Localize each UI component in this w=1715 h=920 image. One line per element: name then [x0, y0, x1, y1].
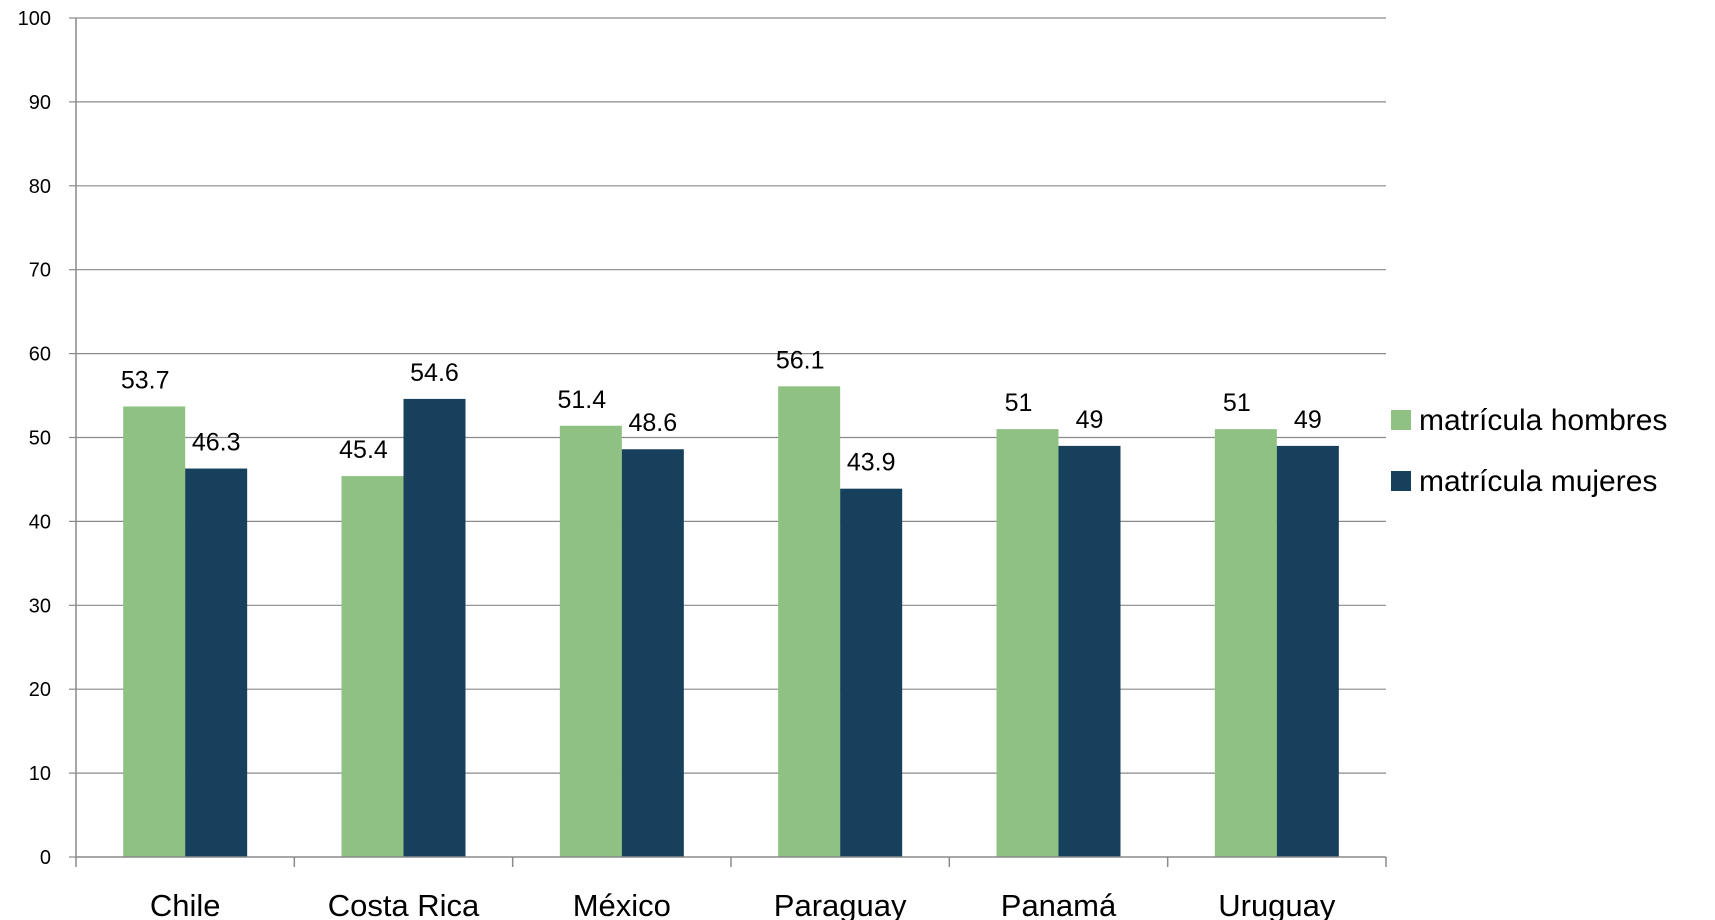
legend: matrícula hombres matrícula mujeres [1391, 404, 1667, 498]
x-axis-ticks: Chile Costa Rica México Paraguay Panamá Urugu… [75, 857, 1387, 920]
legend-label: matrícula mujeres [1419, 465, 1657, 498]
bar [1276, 445, 1339, 857]
data-label: 49 [1076, 406, 1104, 434]
y-tick-label: 20 [29, 679, 51, 701]
gridlines [76, 17, 1386, 774]
x-tick-label: Costa Rica [328, 888, 480, 920]
y-tick-label: 40 [29, 511, 51, 533]
y-axis-ticks: 0 10 20 30 40 50 60 70 80 90 100 [18, 8, 76, 869]
data-label: 51 [1223, 389, 1251, 417]
legend-swatch [1391, 410, 1411, 430]
bar [1058, 445, 1121, 857]
x-tick-label: Uruguay [1218, 888, 1336, 920]
legend-swatch [1391, 471, 1411, 491]
bar [123, 406, 186, 857]
data-label: 45.4 [339, 436, 388, 464]
y-tick-label: 90 [29, 92, 51, 114]
x-tick-label: México [573, 888, 671, 920]
bar [341, 476, 404, 857]
data-label: 49 [1294, 406, 1322, 434]
bar [778, 386, 841, 857]
data-labels: 53.7 45.4 51.4 56.1 51 51 46.3 54.6 48.6 43.9 49 49 [121, 346, 1322, 476]
data-label: 51.4 [557, 386, 606, 414]
y-tick-label: 0 [40, 847, 51, 869]
bars [123, 386, 1339, 857]
bar [996, 429, 1059, 857]
x-tick-label: Chile [150, 888, 221, 920]
y-tick-label: 80 [29, 176, 51, 198]
bar [185, 468, 248, 857]
y-tick-label: 60 [29, 344, 51, 366]
data-label: 56.1 [776, 346, 825, 374]
bar [840, 488, 903, 857]
y-tick-label: 70 [29, 260, 51, 282]
bar [559, 425, 622, 857]
bar [621, 449, 684, 857]
data-label: 43.9 [847, 449, 896, 477]
y-tick-label: 50 [29, 428, 51, 450]
y-tick-label: 10 [29, 763, 51, 785]
bar [1214, 429, 1277, 857]
data-label: 51 [1005, 389, 1033, 417]
y-tick-label: 30 [29, 595, 51, 617]
data-label: 53.7 [121, 366, 170, 394]
bar [403, 398, 466, 857]
data-label: 48.6 [628, 409, 677, 437]
x-tick-label: Paraguay [774, 888, 907, 920]
legend-label: matrícula hombres [1419, 404, 1667, 437]
x-tick-label: Panamá [1001, 888, 1117, 920]
data-label: 46.3 [192, 429, 241, 457]
y-tick-label: 100 [18, 8, 51, 30]
data-label: 54.6 [410, 359, 459, 387]
